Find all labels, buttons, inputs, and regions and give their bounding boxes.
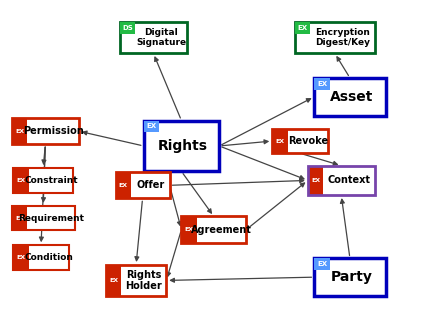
Bar	[181, 216, 197, 243]
Text: Rights: Rights	[158, 139, 208, 153]
Text: EX: EX	[184, 227, 194, 232]
Text: Context: Context	[327, 175, 371, 185]
Text: EX: EX	[109, 278, 118, 283]
Bar	[13, 168, 29, 193]
Text: EX: EX	[15, 215, 24, 221]
Bar	[143, 120, 159, 132]
Bar	[106, 265, 121, 296]
Bar	[13, 245, 29, 270]
Bar	[13, 168, 73, 193]
Text: EX: EX	[15, 129, 24, 134]
Bar	[314, 78, 330, 90]
Bar	[12, 118, 79, 144]
Bar	[131, 172, 169, 198]
Bar	[13, 245, 69, 270]
Bar	[323, 166, 375, 195]
Text: Agreement: Agreement	[191, 225, 252, 235]
Bar	[121, 265, 166, 296]
Text: EX: EX	[146, 123, 156, 130]
Bar	[29, 168, 73, 193]
Bar	[28, 206, 74, 230]
Bar	[106, 265, 166, 296]
Bar	[295, 22, 375, 53]
Text: EX: EX	[317, 81, 327, 87]
Bar	[116, 172, 169, 198]
Text: Asset: Asset	[330, 90, 373, 104]
Bar	[288, 129, 328, 154]
Bar	[197, 216, 246, 243]
Bar	[120, 22, 187, 53]
Text: Offer: Offer	[136, 180, 165, 190]
Bar	[28, 118, 79, 144]
Bar	[29, 245, 69, 270]
Text: EX: EX	[16, 178, 25, 183]
Text: Rights
Holder: Rights Holder	[125, 270, 162, 291]
Bar	[308, 166, 375, 195]
Text: EX: EX	[317, 261, 327, 267]
Text: Encryption
Digest/Key: Encryption Digest/Key	[315, 28, 370, 48]
Bar	[308, 166, 323, 195]
Text: Party: Party	[330, 270, 372, 284]
Bar	[12, 118, 28, 144]
Bar	[116, 172, 131, 198]
Text: DS: DS	[122, 25, 133, 31]
Text: Requirement: Requirement	[18, 214, 84, 223]
Bar	[12, 206, 28, 230]
Text: Condition: Condition	[24, 253, 73, 262]
Bar	[272, 129, 288, 154]
Bar	[272, 129, 328, 154]
Bar	[181, 216, 246, 243]
Bar	[314, 258, 386, 296]
Bar	[295, 22, 310, 34]
Text: Revoke: Revoke	[288, 136, 328, 146]
Bar	[120, 22, 135, 34]
Text: EX: EX	[16, 255, 25, 260]
Text: Permission: Permission	[23, 126, 83, 136]
Text: EX: EX	[119, 183, 128, 188]
Bar	[314, 78, 386, 116]
Text: Digital
Signature: Digital Signature	[136, 28, 186, 48]
Text: EX: EX	[298, 25, 308, 31]
Text: Constraint: Constraint	[24, 176, 78, 185]
Bar	[143, 120, 219, 171]
Bar	[314, 258, 330, 270]
Bar	[12, 206, 74, 230]
Text: EX: EX	[275, 138, 285, 144]
Text: EX: EX	[311, 178, 320, 183]
